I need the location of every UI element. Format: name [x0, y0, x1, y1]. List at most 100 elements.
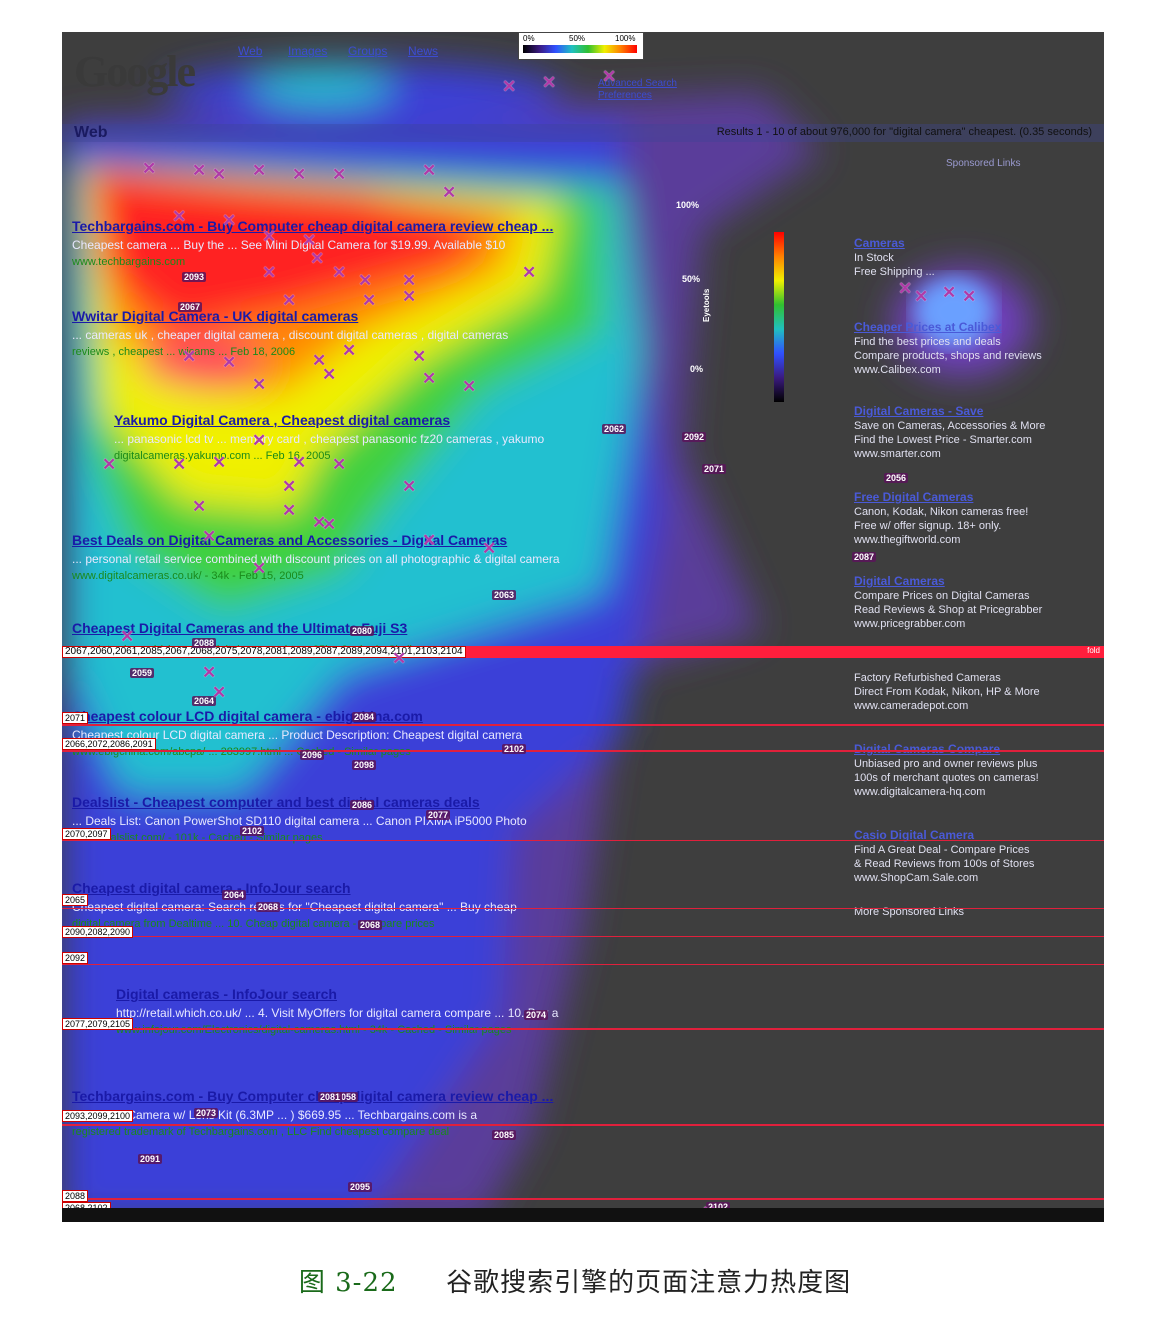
- results-bar: [62, 124, 1104, 142]
- heatmap-figure: Google Web Images Groups News Advanced S…: [62, 32, 1104, 1222]
- sponsored-label: Sponsored Links: [946, 158, 1021, 169]
- result-title[interactable]: Cheapest digital camera - InfoJour searc…: [72, 880, 351, 896]
- result-snippet: ... panasonic lcd tv ... memory card , c…: [114, 432, 545, 446]
- result-url: www.infojour.com/Electronics/digital-cam…: [116, 1024, 512, 1036]
- ad-line: Save on Cameras, Accessories & More: [854, 420, 1046, 432]
- scroll-line: [62, 1028, 1104, 1030]
- click-x-marker: ✕: [292, 453, 307, 472]
- viewer-tag: 2092: [62, 952, 89, 964]
- ad-line: & Read Reviews from 100s of Stores: [854, 858, 1035, 870]
- advanced-search-link[interactable]: Advanced Search: [598, 78, 677, 89]
- eyetools-brand: Eyetools: [702, 288, 711, 322]
- fixation-id: 2095: [348, 1182, 373, 1192]
- ad-line: www.cameradepot.com: [854, 700, 969, 712]
- scroll-line: [62, 1198, 1104, 1200]
- ad-line: Factory Refurbished Cameras: [854, 672, 1001, 684]
- result-snippet: ... Deals List: Canon PowerShot SD110 di…: [72, 814, 527, 828]
- ad-line: More Sponsored Links: [854, 906, 965, 918]
- scroll-line: [62, 908, 1104, 909]
- fixation-id: 2062: [602, 424, 627, 434]
- fixation-id: 2074: [524, 1010, 549, 1020]
- click-x-marker: ✕: [422, 531, 437, 550]
- click-x-marker: ✕: [310, 249, 325, 268]
- click-x-marker: ✕: [292, 165, 307, 184]
- ad-title[interactable]: Digital Cameras: [854, 574, 945, 588]
- result-title[interactable]: Digital cameras - InfoJour search: [116, 986, 337, 1002]
- nav-news[interactable]: News: [408, 44, 439, 58]
- result-url: digital camera from Dealtime ... 10. Che…: [72, 918, 435, 930]
- click-x-marker: ✕: [212, 453, 227, 472]
- fixation-id: 2085: [492, 1130, 517, 1140]
- scroll-line: [62, 750, 1104, 752]
- result-title[interactable]: Dealslist - Cheapest computer and best d…: [72, 794, 480, 810]
- fixation-id: 2091: [138, 1154, 163, 1164]
- result-snippet: ... cameras uk , cheaper digital camera …: [72, 328, 509, 342]
- ad-line: Find the best prices and deals: [854, 336, 1001, 348]
- fixation-id: 2056: [884, 473, 909, 483]
- scroll-line: [62, 964, 1104, 965]
- ad-title[interactable]: Cheaper Prices at Calibex: [854, 320, 1002, 334]
- click-x-marker: ✕: [332, 165, 347, 184]
- ad-title[interactable]: Free Digital Cameras: [854, 490, 974, 504]
- ad-line: Free w/ offer signup. 18+ only.: [854, 520, 1002, 532]
- fixation-id: 2092: [682, 432, 707, 442]
- click-x-marker: ✕: [482, 539, 497, 558]
- fold-ids: 2067,2060,2061,2085,2067,2068,2075,2078,…: [62, 646, 466, 658]
- ad-line: www.pricegrabber.com: [854, 618, 966, 630]
- click-x-marker: ✕: [342, 341, 357, 360]
- fixation-id: 2102: [502, 744, 527, 754]
- result-title[interactable]: Techbargains.com - Buy Computer cheap di…: [72, 218, 554, 234]
- result-title[interactable]: Wwitar Digital Camera - UK digital camer…: [72, 308, 359, 324]
- click-x-marker: ✕: [332, 263, 347, 282]
- vscale-label-100: 100%: [676, 200, 700, 210]
- ad-line: www.smarter.com: [854, 448, 941, 460]
- preferences-link[interactable]: Preferences: [598, 90, 652, 101]
- result-title[interactable]: Cheapest Digital Cameras and the Ultimat…: [72, 620, 408, 636]
- click-x-marker: ✕: [262, 263, 277, 282]
- fixation-id: 2081: [318, 1092, 343, 1102]
- figure-caption: 图 3-22 谷歌搜索引擎的页面注意力热度图: [0, 1262, 1150, 1299]
- result-title[interactable]: Techbargains.com - Buy Computer cheap di…: [72, 1088, 554, 1104]
- click-x-marker: ✕: [212, 683, 227, 702]
- click-x-marker: ✕: [192, 161, 207, 180]
- fixation-id: 2088: [192, 638, 217, 648]
- click-x-marker: ✕: [142, 159, 157, 178]
- ad-line: Unbiased pro and owner reviews plus: [854, 758, 1038, 770]
- nav-groups[interactable]: Groups: [348, 44, 388, 58]
- click-x-marker: ✕: [282, 477, 297, 496]
- result-url: www.techbargains.com: [72, 256, 186, 268]
- ad-line: Canon, Kodak, Nikon cameras free!: [854, 506, 1029, 518]
- scale-label-50: 50%: [569, 34, 586, 43]
- result-title[interactable]: Cheapest colour LCD digital camera - ebi…: [72, 708, 423, 724]
- click-x-marker: ✕: [302, 231, 317, 250]
- ad-title[interactable]: Digital Cameras - Save: [854, 404, 984, 418]
- ad-line: 100s of merchant quotes on cameras!: [854, 772, 1039, 784]
- result-title[interactable]: Best Deals on Digital Cameras and Access…: [72, 532, 508, 548]
- click-x-marker: ✕: [252, 161, 267, 180]
- nav-web[interactable]: Web: [238, 44, 263, 58]
- caption-number: 图 3-22: [298, 1268, 398, 1298]
- click-x-marker: ✕: [462, 377, 477, 396]
- ad-title[interactable]: Cameras: [854, 236, 905, 250]
- ad-title[interactable]: Digital Cameras Compare: [854, 742, 1001, 756]
- ad-line: www.ShopCam.Sale.com: [854, 872, 979, 884]
- result-url: www.ebigchina.com/abcpa/ ... 283997.html…: [72, 746, 411, 758]
- click-x-marker: ✕: [898, 279, 913, 298]
- result-title[interactable]: Yakumo Digital Camera , Cheapest digital…: [114, 412, 451, 428]
- nav-images[interactable]: Images: [288, 44, 328, 58]
- result-snippet: Cheapest digital camera: Search results …: [72, 900, 517, 914]
- click-x-marker: ✕: [222, 353, 237, 372]
- click-x-marker: ✕: [412, 347, 427, 366]
- results-count: Results 1 - 10 of about 976,000 for "dig…: [716, 126, 1092, 138]
- scroll-line: [62, 1124, 1104, 1126]
- fixation-id: 2064: [192, 696, 217, 706]
- ad-line: Find A Great Deal - Compare Prices: [854, 844, 1030, 856]
- click-x-marker: ✕: [362, 291, 377, 310]
- ad-title[interactable]: Casio Digital Camera: [854, 828, 975, 842]
- click-x-marker: ✕: [212, 165, 227, 184]
- fixation-id: 2073: [194, 1108, 219, 1118]
- scale-label-0: 0%: [523, 34, 535, 43]
- fixation-id: 2068: [256, 902, 281, 912]
- viewer-tag: 2070,2097: [62, 828, 111, 840]
- click-x-marker: ✕: [322, 365, 337, 384]
